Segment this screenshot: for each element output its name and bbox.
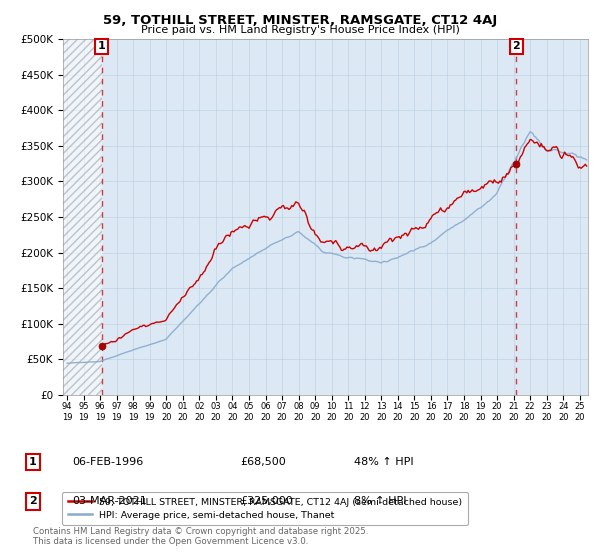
Text: 1: 1 bbox=[29, 457, 37, 467]
Text: 59, TOTHILL STREET, MINSTER, RAMSGATE, CT12 4AJ: 59, TOTHILL STREET, MINSTER, RAMSGATE, C… bbox=[103, 14, 497, 27]
Text: 8% ↑ HPI: 8% ↑ HPI bbox=[354, 496, 407, 506]
Text: 48% ↑ HPI: 48% ↑ HPI bbox=[354, 457, 413, 467]
Text: 06-FEB-1996: 06-FEB-1996 bbox=[72, 457, 143, 467]
Text: Contains HM Land Registry data © Crown copyright and database right 2025.
This d: Contains HM Land Registry data © Crown c… bbox=[33, 526, 368, 546]
Text: 1: 1 bbox=[98, 41, 106, 52]
Text: £68,500: £68,500 bbox=[240, 457, 286, 467]
Text: Price paid vs. HM Land Registry's House Price Index (HPI): Price paid vs. HM Land Registry's House … bbox=[140, 25, 460, 35]
Legend: 59, TOTHILL STREET, MINSTER, RAMSGATE, CT12 4AJ (semi-detached house), HPI: Aver: 59, TOTHILL STREET, MINSTER, RAMSGATE, C… bbox=[62, 492, 468, 525]
Bar bbox=[63, 39, 101, 395]
Text: 2: 2 bbox=[29, 496, 37, 506]
Text: £325,000: £325,000 bbox=[240, 496, 293, 506]
Text: 2: 2 bbox=[512, 41, 520, 52]
Text: 03-MAR-2021: 03-MAR-2021 bbox=[72, 496, 147, 506]
